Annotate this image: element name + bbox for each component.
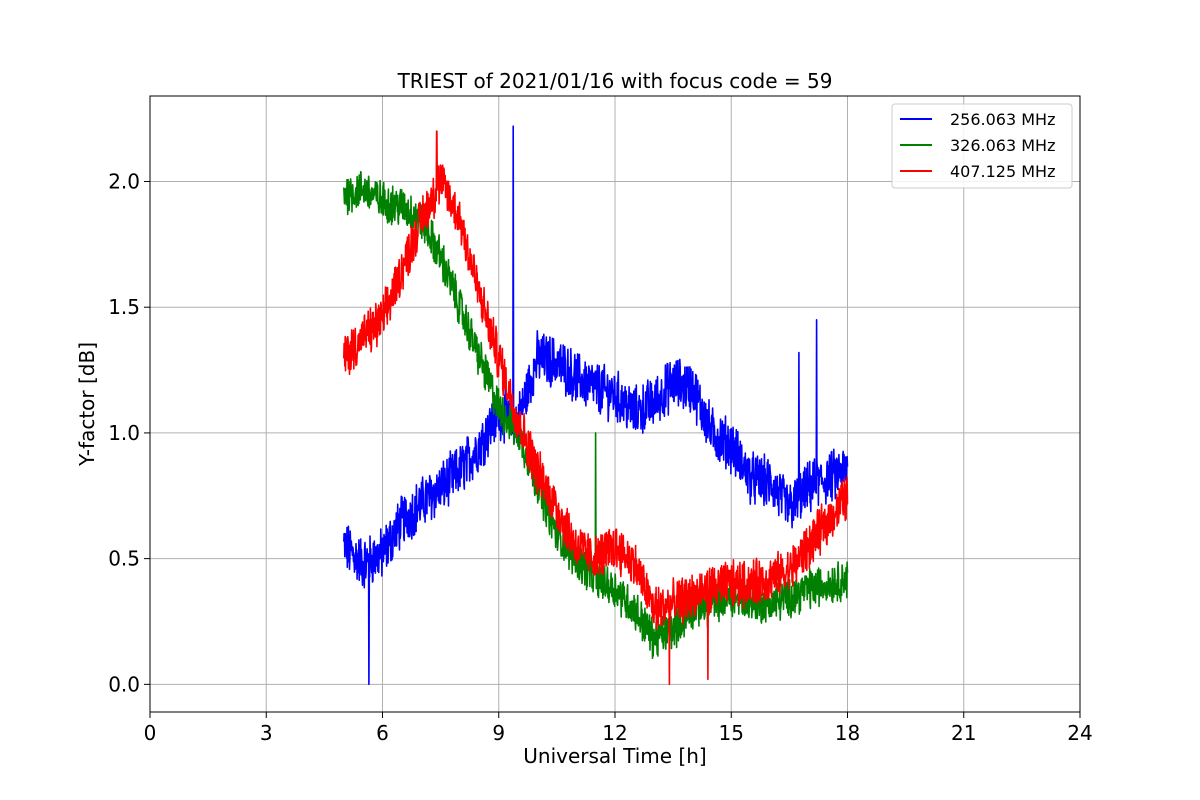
x-tick-label: 24 bbox=[1067, 721, 1092, 745]
x-tick-label: 18 bbox=[835, 721, 860, 745]
y-tick-label: 1.5 bbox=[108, 295, 140, 319]
legend: 256.063 MHz 326.063 MHz 407.125 MHz bbox=[891, 103, 1073, 189]
x-tick-label: 9 bbox=[492, 721, 505, 745]
y-tick-label: 0.5 bbox=[108, 547, 140, 571]
y-tick-label: 2.0 bbox=[108, 169, 140, 193]
x-tick-label: 15 bbox=[719, 721, 744, 745]
legend-label: 326.063 MHz bbox=[950, 136, 1055, 155]
chart-title: TRIEST of 2021/01/16 with focus code = 5… bbox=[397, 69, 833, 93]
legend-box bbox=[891, 103, 1073, 189]
y-tick-label: 0.0 bbox=[108, 672, 140, 696]
series-line-2 bbox=[343, 130, 849, 686]
x-tick-label: 3 bbox=[260, 721, 273, 745]
series-line-0 bbox=[343, 125, 849, 686]
y-axis-label: Y-factor [dB] bbox=[75, 342, 99, 467]
x-tick-label: 6 bbox=[376, 721, 389, 745]
y-tick-label: 1.0 bbox=[108, 421, 140, 445]
series-group bbox=[343, 125, 849, 686]
x-axis-label: Universal Time [h] bbox=[523, 744, 706, 768]
legend-label: 256.063 MHz bbox=[950, 110, 1055, 129]
ticks: 0 3 6 9 12 15 18 21 24 0.0 0.5 1.0 1.5 2.0 bbox=[108, 169, 1093, 745]
x-tick-label: 0 bbox=[144, 721, 157, 745]
x-tick-label: 21 bbox=[951, 721, 976, 745]
legend-label: 407.125 MHz bbox=[950, 162, 1055, 181]
x-tick-label: 12 bbox=[602, 721, 627, 745]
